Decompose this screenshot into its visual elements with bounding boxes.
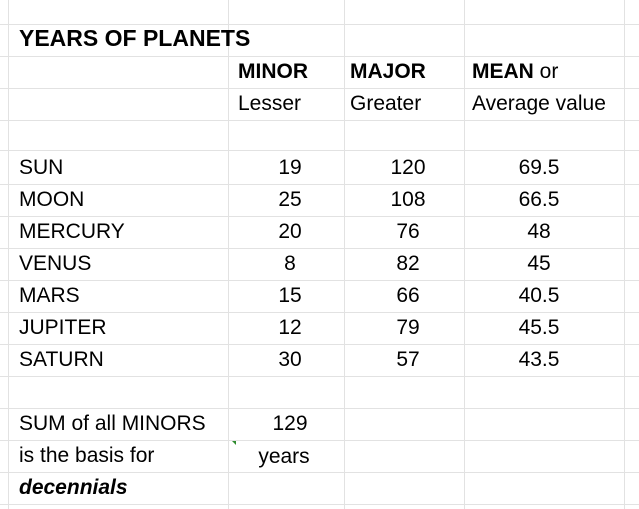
note-line-2[interactable]: is the basis for — [19, 444, 155, 467]
header-mean: MEAN — [472, 60, 534, 83]
planet-name[interactable]: MERCURY — [19, 220, 125, 243]
major-value[interactable]: 108 — [390, 188, 426, 211]
row-gridline — [0, 216, 639, 217]
minor-value[interactable]: 19 — [278, 156, 302, 179]
minor-value[interactable]: 15 — [278, 284, 302, 307]
header-mean-sub[interactable]: Average value — [472, 92, 606, 115]
major-value[interactable]: 82 — [396, 252, 420, 275]
row-gridline — [0, 248, 639, 249]
planet-name[interactable]: SUN — [19, 156, 64, 179]
sum-minor-value[interactable]: 129 — [272, 412, 308, 435]
major-value[interactable]: 76 — [396, 220, 420, 243]
planet-name[interactable]: VENUS — [19, 252, 92, 275]
minor-value[interactable]: 8 — [284, 252, 296, 275]
planet-name[interactable]: MOON — [19, 188, 85, 211]
minor-value[interactable]: 30 — [278, 348, 302, 371]
mean-value[interactable]: 45.5 — [518, 316, 560, 339]
header-mean-cell[interactable]: MEAN or — [472, 56, 558, 88]
minor-value[interactable]: 20 — [278, 220, 302, 243]
header-mean-suffix: or — [533, 60, 559, 83]
row-gridline — [0, 408, 639, 409]
mean-value[interactable]: 69.5 — [518, 156, 560, 179]
header-major-sub[interactable]: Greater — [350, 92, 422, 115]
header-major[interactable]: MAJOR — [350, 60, 426, 83]
minor-value[interactable]: 25 — [278, 188, 302, 211]
minor-value[interactable]: 12 — [278, 316, 302, 339]
row-gridline — [0, 312, 639, 313]
column-gridline — [464, 0, 465, 509]
planet-name[interactable]: JUPITER — [19, 316, 107, 339]
column-gridline — [228, 0, 229, 509]
planet-name[interactable]: SATURN — [19, 348, 104, 371]
column-gridline — [344, 0, 345, 509]
column-gridline — [624, 0, 625, 509]
planet-name[interactable]: MARS — [19, 284, 80, 307]
major-value[interactable]: 120 — [390, 156, 426, 179]
mean-value[interactable]: 48 — [527, 220, 551, 243]
mean-value[interactable]: 40.5 — [518, 284, 560, 307]
row-gridline — [0, 376, 639, 377]
major-value[interactable]: 79 — [396, 316, 420, 339]
row-gridline — [0, 120, 639, 121]
mean-value[interactable]: 66.5 — [518, 188, 560, 211]
mean-value[interactable]: 45 — [527, 252, 551, 275]
comment-indicator — [232, 441, 236, 445]
row-gridline — [0, 184, 639, 185]
sheet-title[interactable]: YEARS OF PLANETS — [19, 25, 251, 51]
major-value[interactable]: 66 — [396, 284, 420, 307]
note-line-3[interactable]: decennials — [19, 476, 128, 499]
row-gridline — [0, 88, 639, 89]
row-gridline — [0, 24, 639, 25]
header-minor[interactable]: MINOR — [238, 60, 308, 83]
sum-unit[interactable]: years — [258, 445, 310, 468]
row-gridline — [0, 472, 639, 473]
row-gridline — [0, 440, 639, 441]
note-line-1[interactable]: SUM of all MINORS — [19, 412, 206, 435]
row-gridline — [0, 56, 639, 57]
row-gridline — [0, 150, 639, 151]
major-value[interactable]: 57 — [396, 348, 420, 371]
row-gridline — [0, 504, 639, 505]
header-minor-sub[interactable]: Lesser — [238, 92, 302, 115]
column-gridline — [8, 0, 9, 509]
row-gridline — [0, 344, 639, 345]
row-gridline — [0, 280, 639, 281]
mean-value[interactable]: 43.5 — [518, 348, 560, 371]
